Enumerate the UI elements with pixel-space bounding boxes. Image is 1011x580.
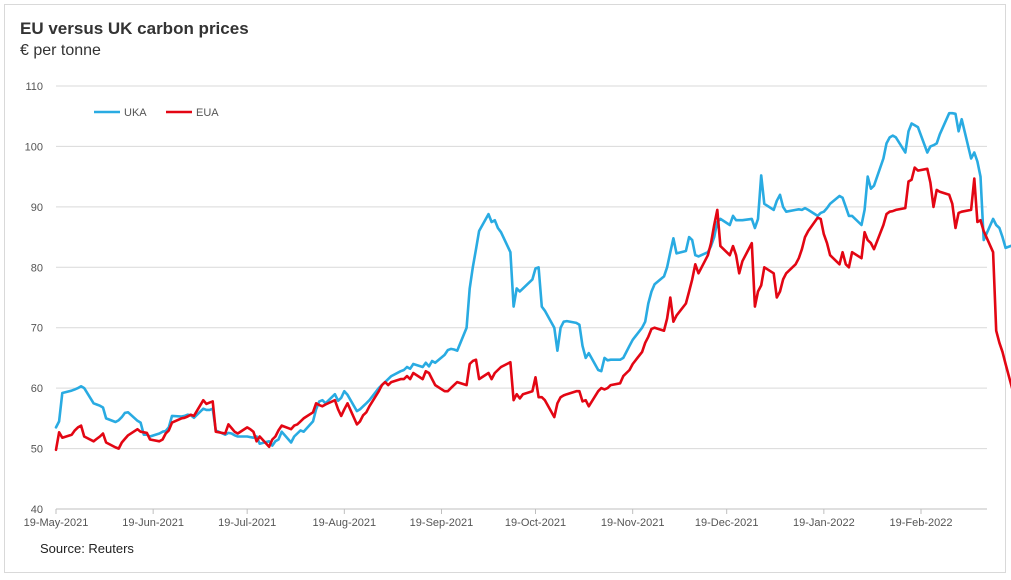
y-tick-label: 70 <box>31 323 43 335</box>
chart-frame <box>4 4 1006 573</box>
x-tick-label: 19-Jan-2022 <box>793 517 855 529</box>
chart-subtitle: € per tonne <box>20 42 101 59</box>
chart-source: Source: Reuters <box>40 541 134 556</box>
x-tick-label: 19-Feb-2022 <box>890 517 953 529</box>
y-tick-label: 100 <box>25 141 43 153</box>
legend-label-uka: UKA <box>124 107 147 119</box>
legend-label-eua: EUA <box>196 107 219 119</box>
series-lines <box>54 111 1011 452</box>
x-tick-label: 19-Sep-2021 <box>410 517 474 529</box>
x-axis: 19-May-2021 19-Jun-2021 19-Jul-2021 19-Aug-… <box>24 508 987 529</box>
x-tick-label: 19-Aug-2021 <box>313 517 377 529</box>
y-tick-label: 80 <box>31 262 43 274</box>
chart-title: EU versus UK carbon prices <box>20 19 249 38</box>
x-tick-label: 19-Nov-2021 <box>601 517 665 529</box>
y-tick-label: 50 <box>31 444 43 456</box>
x-tick-label: 19-Dec-2021 <box>695 517 759 529</box>
series-line-eua <box>54 166 1011 452</box>
y-tick-label: 60 <box>31 383 43 395</box>
legend: UKA EUA <box>94 107 219 119</box>
x-tick-label: 19-May-2021 <box>24 517 89 529</box>
x-tick-label: 19-Oct-2021 <box>505 517 566 529</box>
y-tick-label: 40 <box>31 504 43 516</box>
y-axis: 40 50 60 70 80 90 100 110 <box>25 81 43 516</box>
y-tick-label: 110 <box>25 81 43 93</box>
x-tick-label: 19-Jun-2021 <box>122 517 184 529</box>
x-tick-label: 19-Jul-2021 <box>218 517 276 529</box>
gridlines <box>56 85 987 450</box>
series-line-uka <box>54 111 1011 447</box>
y-tick-label: 90 <box>31 202 43 214</box>
